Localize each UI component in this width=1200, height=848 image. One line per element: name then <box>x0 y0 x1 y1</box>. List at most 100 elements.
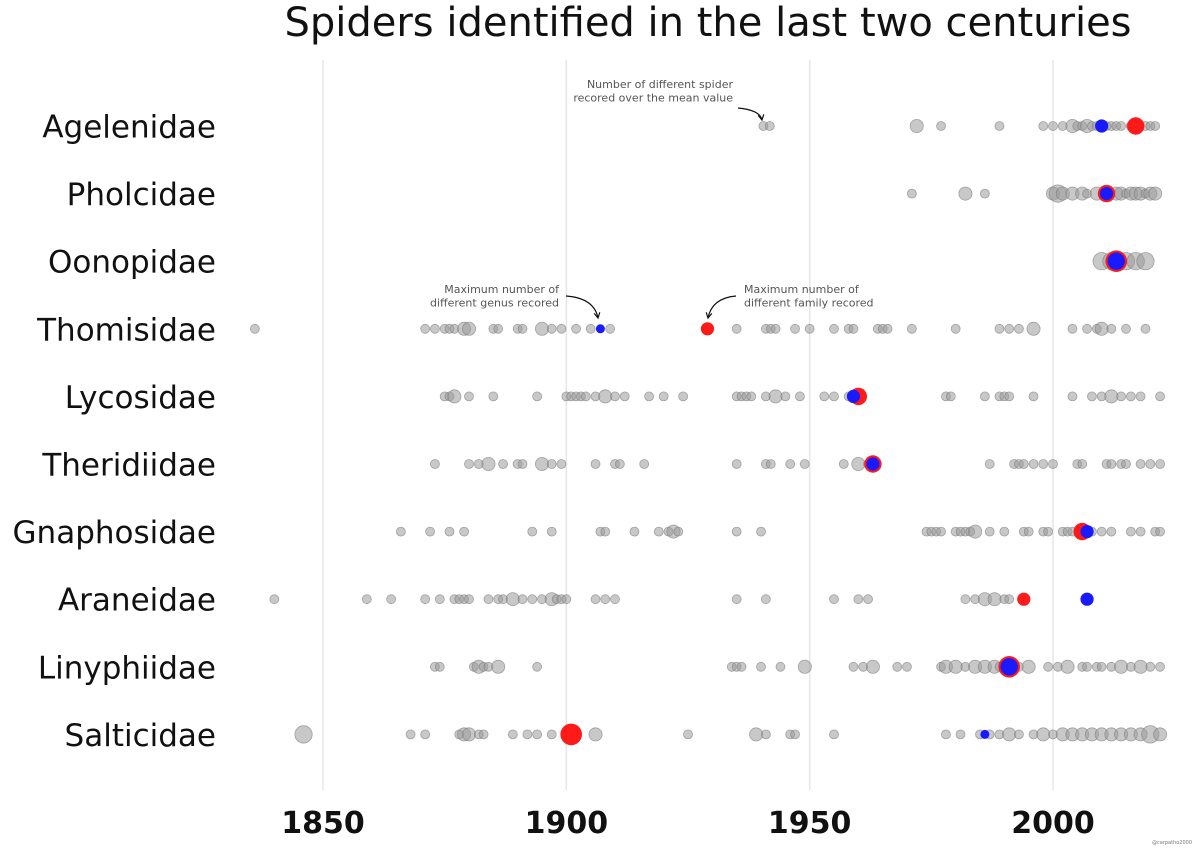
data-point <box>546 729 557 740</box>
data-point <box>1021 659 1036 674</box>
data-point <box>434 594 445 605</box>
data-point <box>736 661 747 672</box>
data-point <box>882 323 893 334</box>
max-family-point <box>1017 592 1031 606</box>
data-points <box>249 117 1168 746</box>
data-point <box>430 459 440 469</box>
data-point <box>1125 526 1136 537</box>
data-point <box>760 729 771 740</box>
data-point <box>790 323 800 334</box>
data-point <box>941 729 951 740</box>
data-point <box>902 661 912 672</box>
data-point <box>984 459 995 469</box>
data-point <box>1133 659 1148 674</box>
max-genus-point <box>1000 658 1018 676</box>
x-gridlines <box>322 60 1054 790</box>
data-point <box>1082 323 1092 334</box>
data-point <box>1002 727 1017 742</box>
data-point <box>639 459 650 469</box>
data-point <box>1096 526 1107 537</box>
data-point <box>619 391 630 402</box>
data-point <box>865 659 880 674</box>
data-point <box>610 391 620 402</box>
max-genus-point <box>1080 592 1094 606</box>
max-genus-point <box>980 729 990 739</box>
data-point <box>892 661 903 672</box>
data-point <box>483 594 494 605</box>
data-point <box>425 526 435 537</box>
data-point <box>447 389 462 404</box>
max-genus-point <box>1095 119 1109 133</box>
data-point <box>459 526 470 537</box>
max-genus-point <box>595 324 605 334</box>
data-point <box>546 526 557 537</box>
data-point <box>1038 121 1049 131</box>
data-point <box>1155 391 1165 402</box>
annotation-arrow <box>737 107 763 121</box>
max-genus-point <box>866 457 880 471</box>
data-point <box>1116 391 1127 402</box>
data-point <box>249 323 260 334</box>
max-family-point <box>700 322 715 336</box>
family-label: Gnaphosidae <box>13 515 216 551</box>
data-point <box>994 121 1005 131</box>
data-point <box>1028 391 1039 402</box>
family-label: Thomisidae <box>36 312 216 348</box>
annotation-arrow <box>707 295 737 319</box>
data-point <box>294 725 313 744</box>
data-point <box>507 729 518 740</box>
data-point <box>498 459 508 469</box>
data-point <box>936 526 946 537</box>
data-point <box>420 323 431 334</box>
data-point <box>546 459 557 469</box>
data-point <box>532 729 543 740</box>
data-point <box>795 391 805 402</box>
data-point <box>493 323 504 334</box>
data-point <box>673 526 684 537</box>
data-point <box>1125 391 1136 402</box>
data-point <box>1048 459 1058 469</box>
max-genus-point <box>1080 525 1094 539</box>
data-point <box>269 594 280 605</box>
data-point <box>1121 459 1131 469</box>
data-point <box>994 323 1005 334</box>
max-family-point <box>1127 117 1145 135</box>
data-point <box>731 594 742 605</box>
data-point <box>760 594 771 605</box>
data-point <box>491 659 506 674</box>
data-point <box>590 594 601 605</box>
data-point <box>968 524 983 539</box>
data-point <box>853 594 864 605</box>
data-point <box>1004 323 1015 334</box>
data-point <box>756 661 766 672</box>
chart-title: Spiders identified in the last two centu… <box>284 0 1131 46</box>
family-label: Araneidae <box>58 583 216 619</box>
data-point <box>1155 459 1165 469</box>
data-point <box>1148 186 1163 201</box>
data-point <box>590 459 601 469</box>
data-point <box>1038 459 1049 469</box>
data-point <box>395 526 406 537</box>
data-point <box>1106 526 1117 537</box>
data-point <box>653 526 664 537</box>
data-point <box>1104 389 1119 404</box>
family-label: Pholcidae <box>67 177 216 213</box>
data-point <box>517 459 528 469</box>
data-point <box>532 391 543 402</box>
data-point <box>644 391 654 402</box>
data-point <box>785 459 796 469</box>
family-label: Agelenidae <box>42 110 216 146</box>
annotation-text: Maximum number of <box>444 283 560 296</box>
data-point <box>768 389 783 404</box>
data-point <box>1106 459 1117 469</box>
arrowhead <box>705 312 713 320</box>
x-axis-tick-labels: 1850 1900 1950 2000 <box>281 806 1095 841</box>
x-tick-label: 2000 <box>1011 806 1095 841</box>
max-family-point <box>560 723 582 746</box>
data-point <box>481 456 496 471</box>
data-point <box>746 391 757 402</box>
data-point <box>770 323 781 334</box>
data-point <box>1026 321 1041 336</box>
family-labels: Agelenidae Pholcidae Oonopidae Thomisidae Ly… <box>13 110 216 754</box>
data-point <box>1018 459 1029 469</box>
